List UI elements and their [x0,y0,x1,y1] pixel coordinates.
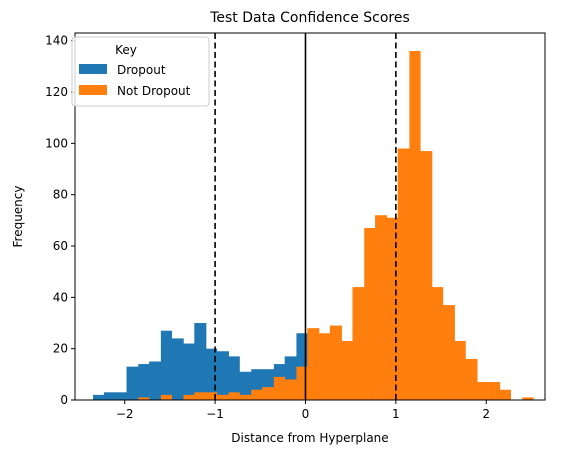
bar-dropout-5 [149,361,162,400]
y-axis-ticks: 0 20 40 60 80 100 120 140 [45,34,75,407]
bar-not-dropout-19 [375,215,388,400]
bar-not-dropout-13 [307,328,320,400]
bar-not-dropout-15 [329,325,342,400]
bar-not-dropout-31 [522,397,534,400]
bar-not-dropout-7 [239,394,252,400]
bar-not-dropout-29 [488,382,501,400]
bar-not-dropout-30 [499,389,511,400]
bar-not-dropout-1 [160,394,173,400]
y-tick-label: 60 [53,239,68,253]
bar-not-dropout-28 [477,382,489,400]
legend-label-not-dropout: Not Dropout [117,84,191,98]
plot-frame [74,32,546,401]
bar-dropout-10 [206,348,218,400]
y-tick-label: 120 [45,85,68,99]
bar-dropout-4 [138,364,150,400]
bar-dropout-7 [171,338,184,400]
x-tick-label: −1 [206,407,224,421]
bar-not-dropout-23 [420,151,433,400]
bar-not-dropout-25 [442,305,455,400]
bar-not-dropout-8 [251,389,263,400]
bar-dropout-18 [296,333,308,400]
bar-dropout-9 [194,323,207,400]
bar-dropout-2 [115,392,127,400]
bar-not-dropout-18 [364,228,376,400]
bar-not-dropout-3 [194,392,207,400]
y-tick-label: 40 [53,290,68,304]
bar-dropout-14 [251,369,263,400]
bar-dropout-1 [103,392,116,400]
bar-not-dropout-21 [397,148,410,400]
legend: Key Dropout Not Dropout [71,36,210,107]
x-tick-label: 0 [302,407,310,421]
y-tick-label: 0 [60,393,68,407]
bar-not-dropout-14 [319,333,331,400]
reference-lines [214,33,397,400]
x-tick-label: 2 [482,407,490,421]
y-tick-label: 140 [45,34,68,48]
bar-dropout-3 [126,366,139,400]
bar-not-dropout-12 [296,366,308,400]
chart-title: Test Data Confidence Scores [209,10,410,26]
y-tick-label: 80 [53,188,68,202]
bar-not-dropout-26 [454,340,466,400]
y-tick-label: 100 [45,136,68,150]
bar-not-dropout-10 [273,376,285,400]
x-tick-label: −2 [116,407,134,421]
legend-swatch-dropout [79,64,107,74]
bar-dropout-11 [216,351,229,400]
bar-not-dropout-16 [341,340,353,400]
legend-title: Key [115,43,137,57]
bar-not-dropout-0 [138,397,150,400]
bar-not-dropout-24 [432,287,444,400]
bar-not-dropout-2 [183,394,195,400]
bar-not-dropout-4 [206,392,218,400]
bar-dropout-13 [239,371,252,400]
bar-not-dropout-20 [386,217,398,400]
x-tick-label: 1 [392,407,400,421]
bar-not-dropout-9 [262,387,275,400]
bar-dropout-8 [183,343,195,400]
bar-dropout-12 [228,356,240,400]
bar-not-dropout-27 [465,358,478,400]
x-axis-label: Distance from Hyperplane [231,431,388,445]
bar-not-dropout-17 [352,287,365,400]
y-tick-label: 20 [53,342,68,356]
bar-dropout-0 [93,394,105,400]
bars-layer [93,50,534,400]
legend-swatch-not-dropout [79,85,107,95]
y-axis-label: Frequency [11,186,25,248]
legend-label-dropout: Dropout [117,63,166,77]
bar-not-dropout-5 [216,394,229,400]
bar-not-dropout-11 [284,379,297,400]
bar-dropout-6 [160,330,173,400]
bar-not-dropout-22 [409,50,421,400]
x-axis-ticks: −2 −1 0 1 2 [116,400,490,421]
bar-not-dropout-6 [228,392,240,400]
